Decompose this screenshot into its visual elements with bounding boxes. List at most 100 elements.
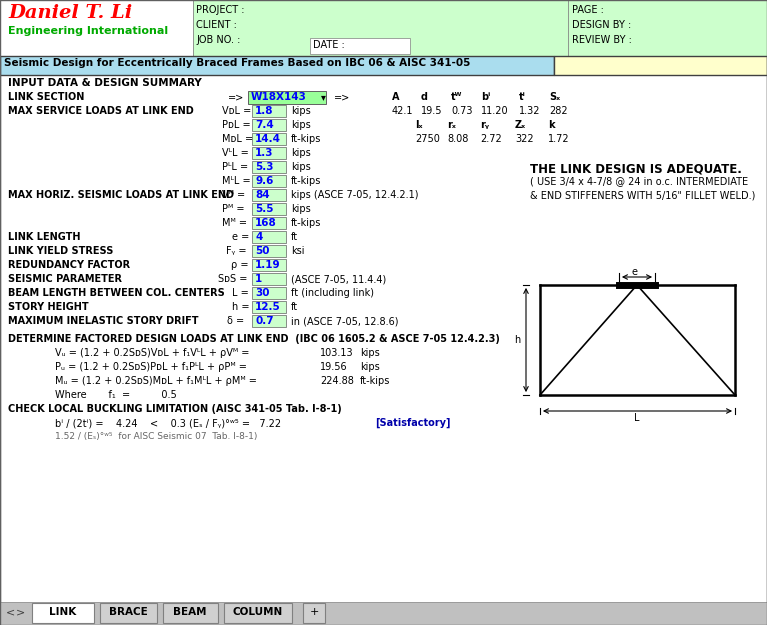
Text: BEAM LENGTH BETWEEN COL. CENTERS: BEAM LENGTH BETWEEN COL. CENTERS bbox=[8, 288, 225, 298]
Bar bbox=[252, 315, 286, 327]
Text: kips: kips bbox=[291, 204, 311, 214]
Text: DETERMINE FACTORED DESIGN LOADS AT LINK END  (IBC 06 1605.2 & ASCE 7-05 12.4.2.3: DETERMINE FACTORED DESIGN LOADS AT LINK … bbox=[8, 334, 500, 344]
Text: INPUT DATA & DESIGN SUMMARY: INPUT DATA & DESIGN SUMMARY bbox=[8, 78, 202, 88]
Text: Mᴹ =: Mᴹ = bbox=[222, 218, 247, 228]
Text: 1.3: 1.3 bbox=[255, 148, 274, 158]
Text: & END STIFFENERS WITH 5/16" FILLET WELD.): & END STIFFENERS WITH 5/16" FILLET WELD.… bbox=[530, 190, 755, 200]
Text: 30: 30 bbox=[255, 288, 269, 298]
Text: Mᵤ = (1.2 + 0.2SᴅS)MᴅL + f₁MᴸL + ρMᴹ =: Mᵤ = (1.2 + 0.2SᴅS)MᴅL + f₁MᴸL + ρMᴹ = bbox=[55, 376, 257, 386]
Text: 2.72: 2.72 bbox=[480, 134, 502, 144]
Text: ▾: ▾ bbox=[321, 92, 326, 102]
Bar bbox=[163, 603, 218, 623]
Text: ft: ft bbox=[291, 302, 298, 312]
Text: 103.13: 103.13 bbox=[320, 348, 354, 358]
Text: 42.1: 42.1 bbox=[392, 106, 413, 116]
Bar bbox=[193, 0, 568, 56]
Bar bbox=[252, 203, 286, 215]
Text: tᵂ: tᵂ bbox=[451, 92, 463, 102]
Bar bbox=[310, 38, 410, 54]
Bar bbox=[252, 175, 286, 187]
Text: MᴅL =: MᴅL = bbox=[222, 134, 253, 144]
Bar bbox=[224, 603, 292, 623]
Bar bbox=[32, 603, 94, 623]
Text: bⁱ / (2tⁱ) =    4.24    <    0.3 (Eₛ / Fᵧ)°ʷ⁵ =   7.22: bⁱ / (2tⁱ) = 4.24 < 0.3 (Eₛ / Fᵧ)°ʷ⁵ = 7… bbox=[55, 418, 281, 428]
Text: PᴸL =: PᴸL = bbox=[222, 162, 249, 172]
Text: LINK SECTION: LINK SECTION bbox=[8, 92, 84, 102]
Text: BEAM: BEAM bbox=[173, 607, 207, 617]
Text: BRACE: BRACE bbox=[109, 607, 147, 617]
Bar bbox=[252, 245, 286, 257]
Text: kips: kips bbox=[291, 106, 311, 116]
Text: Pᵤ = (1.2 + 0.2SᴅS)PᴅL + f₁PᴸL + ρPᴹ =: Pᵤ = (1.2 + 0.2SᴅS)PᴅL + f₁PᴸL + ρPᴹ = bbox=[55, 362, 247, 372]
Bar bbox=[303, 603, 325, 623]
Text: DESIGN BY :: DESIGN BY : bbox=[572, 20, 631, 30]
Text: STORY HEIGHT: STORY HEIGHT bbox=[8, 302, 89, 312]
Bar bbox=[0, 602, 767, 625]
Text: in (ASCE 7-05, 12.8.6): in (ASCE 7-05, 12.8.6) bbox=[291, 316, 399, 326]
Text: Vᵤ = (1.2 + 0.2SᴅS)VᴅL + f₁VᴸL + ρVᴹ =: Vᵤ = (1.2 + 0.2SᴅS)VᴅL + f₁VᴸL + ρVᴹ = bbox=[55, 348, 249, 358]
Text: Sₓ: Sₓ bbox=[549, 92, 560, 102]
Text: e =: e = bbox=[232, 232, 249, 242]
Text: ft: ft bbox=[291, 232, 298, 242]
Bar bbox=[252, 119, 286, 131]
Text: MAXIMUM INELASTIC STORY DRIFT: MAXIMUM INELASTIC STORY DRIFT bbox=[8, 316, 199, 326]
Text: W18X143: W18X143 bbox=[251, 92, 307, 102]
Text: 14.4: 14.4 bbox=[255, 134, 281, 144]
Text: ft-kips: ft-kips bbox=[291, 134, 321, 144]
Text: Engineering International: Engineering International bbox=[8, 26, 168, 36]
Text: +: + bbox=[309, 607, 318, 617]
Bar bbox=[252, 231, 286, 243]
Bar bbox=[252, 133, 286, 145]
Bar bbox=[252, 147, 286, 159]
Text: A: A bbox=[392, 92, 400, 102]
Bar bbox=[252, 161, 286, 173]
Text: =>: => bbox=[334, 92, 351, 102]
Text: 322: 322 bbox=[515, 134, 534, 144]
Text: 1.19: 1.19 bbox=[255, 260, 281, 270]
Text: SᴅS =: SᴅS = bbox=[218, 274, 248, 284]
Text: kips: kips bbox=[291, 162, 311, 172]
Text: 0.73: 0.73 bbox=[451, 106, 472, 116]
Text: PROJECT :: PROJECT : bbox=[196, 5, 245, 15]
Bar bbox=[252, 217, 286, 229]
Text: d: d bbox=[421, 92, 428, 102]
Text: 282: 282 bbox=[549, 106, 568, 116]
Text: rₓ: rₓ bbox=[447, 120, 456, 130]
Text: 1: 1 bbox=[255, 274, 262, 284]
Text: k: k bbox=[548, 120, 555, 130]
Text: 12.5: 12.5 bbox=[255, 302, 281, 312]
Text: bⁱ: bⁱ bbox=[481, 92, 490, 102]
Text: 5.5: 5.5 bbox=[255, 204, 274, 214]
Text: 9.6: 9.6 bbox=[255, 176, 273, 186]
Text: Daniel T. Li: Daniel T. Li bbox=[8, 4, 132, 22]
Text: Pᴹ =: Pᴹ = bbox=[222, 204, 245, 214]
Text: REDUNDANCY FACTOR: REDUNDANCY FACTOR bbox=[8, 260, 130, 270]
Text: SEISMIC PARAMETER: SEISMIC PARAMETER bbox=[8, 274, 122, 284]
Text: kips: kips bbox=[360, 348, 380, 358]
Text: 1.8: 1.8 bbox=[255, 106, 274, 116]
Text: Iₓ: Iₓ bbox=[415, 120, 423, 130]
Text: PAGE :: PAGE : bbox=[572, 5, 604, 15]
Text: L =: L = bbox=[232, 288, 249, 298]
Text: 8.08: 8.08 bbox=[447, 134, 469, 144]
Text: h =: h = bbox=[232, 302, 249, 312]
Text: MᴸL =: MᴸL = bbox=[222, 176, 251, 186]
Text: REVIEW BY :: REVIEW BY : bbox=[572, 35, 632, 45]
Bar bbox=[0, 56, 554, 75]
Bar bbox=[252, 287, 286, 299]
Text: COLUMN: COLUMN bbox=[233, 607, 283, 617]
Bar bbox=[248, 91, 326, 104]
Text: Fᵧ =: Fᵧ = bbox=[226, 246, 246, 256]
Text: Vᴹ =: Vᴹ = bbox=[222, 190, 245, 200]
Bar bbox=[568, 0, 767, 56]
Text: DATE :: DATE : bbox=[313, 40, 344, 50]
Text: ft (including link): ft (including link) bbox=[291, 288, 374, 298]
Text: 4: 4 bbox=[255, 232, 262, 242]
Text: 168: 168 bbox=[255, 218, 277, 228]
Text: VᴸL =: VᴸL = bbox=[222, 148, 249, 158]
Bar bbox=[252, 273, 286, 285]
Text: CHECK LOCAL BUCKLING LIMITATION (AISC 341-05 Tab. I-8-1): CHECK LOCAL BUCKLING LIMITATION (AISC 34… bbox=[8, 404, 342, 414]
Text: ft-kips: ft-kips bbox=[360, 376, 390, 386]
Text: ( USE 3/4 x 4-7/8 @ 24 in o.c. INTERMEDIATE: ( USE 3/4 x 4-7/8 @ 24 in o.c. INTERMEDI… bbox=[530, 176, 748, 186]
Text: 84: 84 bbox=[255, 190, 270, 200]
